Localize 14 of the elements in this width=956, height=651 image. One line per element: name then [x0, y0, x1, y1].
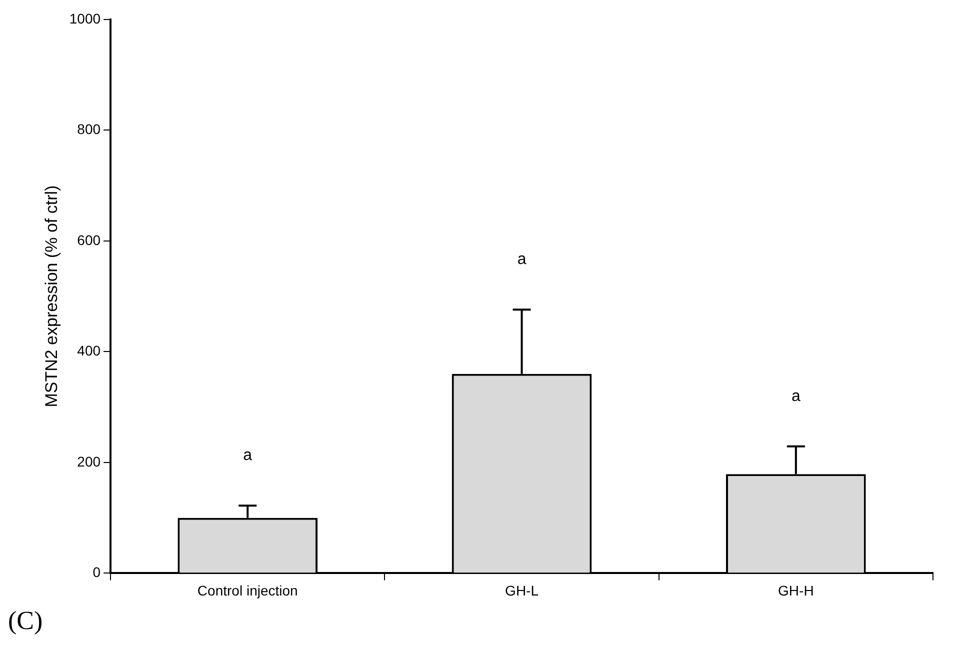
annotation: a: [791, 388, 800, 405]
x-tick-label: Control injection: [197, 582, 298, 598]
y-tick-label: 800: [77, 121, 101, 138]
annotation: a: [517, 250, 526, 268]
y-tick-label: 400: [77, 342, 101, 359]
y-tick-label: 600: [77, 232, 101, 248]
x-tick-label: GH-L: [505, 582, 539, 598]
annotation: a: [243, 447, 252, 464]
text: (C): [8, 606, 43, 636]
x-tick-label: GH-H: [778, 582, 814, 598]
y-tick-label: 200: [77, 453, 101, 470]
y-axis-title: MSTN2 expression (% of ctrl): [42, 185, 61, 408]
y-tick-label: 1000: [69, 10, 101, 26]
y-tick-label: 0: [92, 564, 101, 580]
